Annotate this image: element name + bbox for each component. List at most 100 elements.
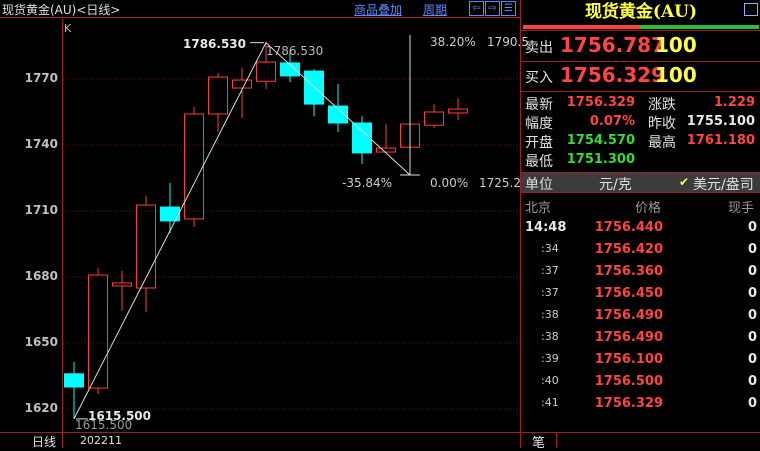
tick-row: :38 1756.490 0 [521, 328, 760, 348]
tab-ticks[interactable]: 笔 [521, 432, 557, 451]
tick-time: :38 [541, 308, 559, 321]
fib-neg-pct: -35.84% [342, 176, 393, 190]
check-icon: ✔ [679, 175, 690, 189]
y-tick-label: 1620 [24, 401, 58, 415]
unit-yuan-option[interactable]: 元/克 [599, 177, 632, 193]
tick-row: :37 1756.360 0 [521, 262, 760, 282]
tick-price: 1756.360 [594, 264, 663, 279]
candle-down [64, 373, 84, 388]
buy-label: 买入 [525, 70, 553, 86]
buy-volume: 100 [655, 63, 697, 87]
stat-label: 最高 [648, 135, 676, 151]
sell-ratio-bar [523, 25, 640, 29]
tick-volume: 0 [747, 264, 757, 279]
candle-down [328, 105, 348, 124]
stat-value: 1754.570 [566, 133, 635, 148]
stat-label: 昨收 [648, 116, 676, 132]
tick-row: :38 1756.490 0 [521, 306, 760, 326]
y-tick-label: 1680 [24, 269, 58, 283]
tick-time: :40 [541, 374, 559, 387]
tick-volume: 0 [747, 220, 757, 235]
arrow-left-icon[interactable]: ⇦ [469, 1, 484, 16]
tick-row: :39 1756.100 0 [521, 350, 760, 370]
candle-up [376, 147, 396, 153]
candle-up [232, 79, 252, 89]
stat-value: 1751.300 [566, 152, 635, 167]
trend-line [73, 41, 411, 420]
candle-up [448, 108, 468, 114]
maximize-icon[interactable] [744, 3, 758, 16]
arrow-right-icon[interactable]: ⇨ [485, 1, 500, 16]
ticks-price-header: 价格 [635, 201, 662, 216]
fib-zero-price: 1725.2 [479, 176, 521, 190]
tick-row: :34 1756.420 0 [521, 240, 760, 260]
tick-time: :38 [541, 330, 559, 343]
candle-down [160, 206, 180, 222]
chart-header: 现货黄金(AU)<日线> 商品叠加 周期 ⇦ ⇨ ☰ [0, 0, 520, 18]
tick-price: 1756.490 [594, 330, 663, 345]
ticks-time-header: 北京 [525, 201, 552, 216]
fib-top-price: 1790.5 [487, 35, 529, 49]
tick-time: :37 [541, 264, 559, 277]
candle-down [304, 70, 324, 105]
date-label: 202211 [80, 434, 122, 447]
tick-price: 1756.329 [594, 396, 663, 411]
tick-volume: 0 [747, 374, 757, 389]
y-tick-label: 1710 [24, 203, 58, 217]
candle-up [136, 204, 156, 289]
tick-row: :37 1756.450 0 [521, 284, 760, 304]
sell-label: 卖出 [525, 40, 553, 56]
panel-title: 现货黄金(AU) [584, 2, 698, 22]
stat-label: 幅度 [525, 116, 553, 132]
tick-price: 1756.500 [594, 374, 663, 389]
unit-row: 单位 元/克 ✔ 美元/盎司 [521, 172, 760, 193]
tick-volume: 0 [747, 242, 757, 257]
candle-down [280, 62, 300, 77]
candle-up [256, 61, 276, 82]
stat-label: 最新 [525, 97, 553, 113]
period-label: 日线 [32, 435, 57, 449]
stat-label: 最低 [525, 154, 553, 170]
unit-label: 单位 [525, 177, 553, 193]
quote-panel: 现货黄金(AU) 卖出 1756.787 100 买入 1756.329 100… [520, 0, 760, 451]
tick-volume: 0 [747, 286, 757, 301]
stat-value: 1756.329 [566, 95, 635, 110]
tick-row: :40 1756.500 0 [521, 372, 760, 392]
y-tick-label: 1740 [24, 137, 58, 151]
layout-icon[interactable]: ☰ [501, 1, 516, 16]
tick-volume: 0 [747, 396, 757, 411]
sell-volume: 100 [655, 33, 697, 57]
tick-time: :37 [541, 286, 559, 299]
y-tick-label: 1770 [24, 71, 58, 85]
buy-price: 1756.329 [560, 63, 666, 87]
tick-volume: 0 [747, 330, 757, 345]
fib-zero-pct: 0.00% [430, 176, 469, 190]
candle-up [88, 274, 108, 389]
unit-usd-option[interactable]: 美元/盎司 [693, 177, 754, 193]
tick-time: :34 [541, 242, 559, 255]
y-tick-label: 1650 [24, 335, 58, 349]
overlay-link[interactable]: 商品叠加 [354, 3, 403, 17]
period-link[interactable]: 周期 [423, 3, 448, 17]
ticks-vol-header: 现手 [728, 201, 755, 216]
tick-price: 1756.420 [594, 242, 663, 257]
stat-value: 1761.180 [686, 133, 755, 148]
axis-divider [62, 19, 63, 448]
candle-down [352, 122, 372, 154]
chart-footer: 日线 202211 [0, 432, 520, 449]
tick-volume: 0 [747, 308, 757, 323]
tick-row: :41 1756.329 0 [521, 394, 760, 414]
tick-volume: 0 [747, 352, 757, 367]
high-annotation: 1786.530 [183, 37, 247, 51]
candle-up [184, 113, 204, 220]
candle-up [208, 76, 228, 115]
tick-row: 14:48 1756.440 0 [521, 218, 760, 238]
low-value-label: 1615.500 [75, 418, 133, 432]
low-annotation: 1615.500 [88, 409, 152, 423]
candle-up [112, 282, 132, 287]
tick-price: 1756.100 [594, 352, 663, 367]
tick-time: :41 [541, 396, 559, 409]
tick-time: :39 [541, 352, 559, 365]
candlestick-chart[interactable] [0, 0, 520, 432]
stat-label: 涨跌 [648, 97, 676, 113]
